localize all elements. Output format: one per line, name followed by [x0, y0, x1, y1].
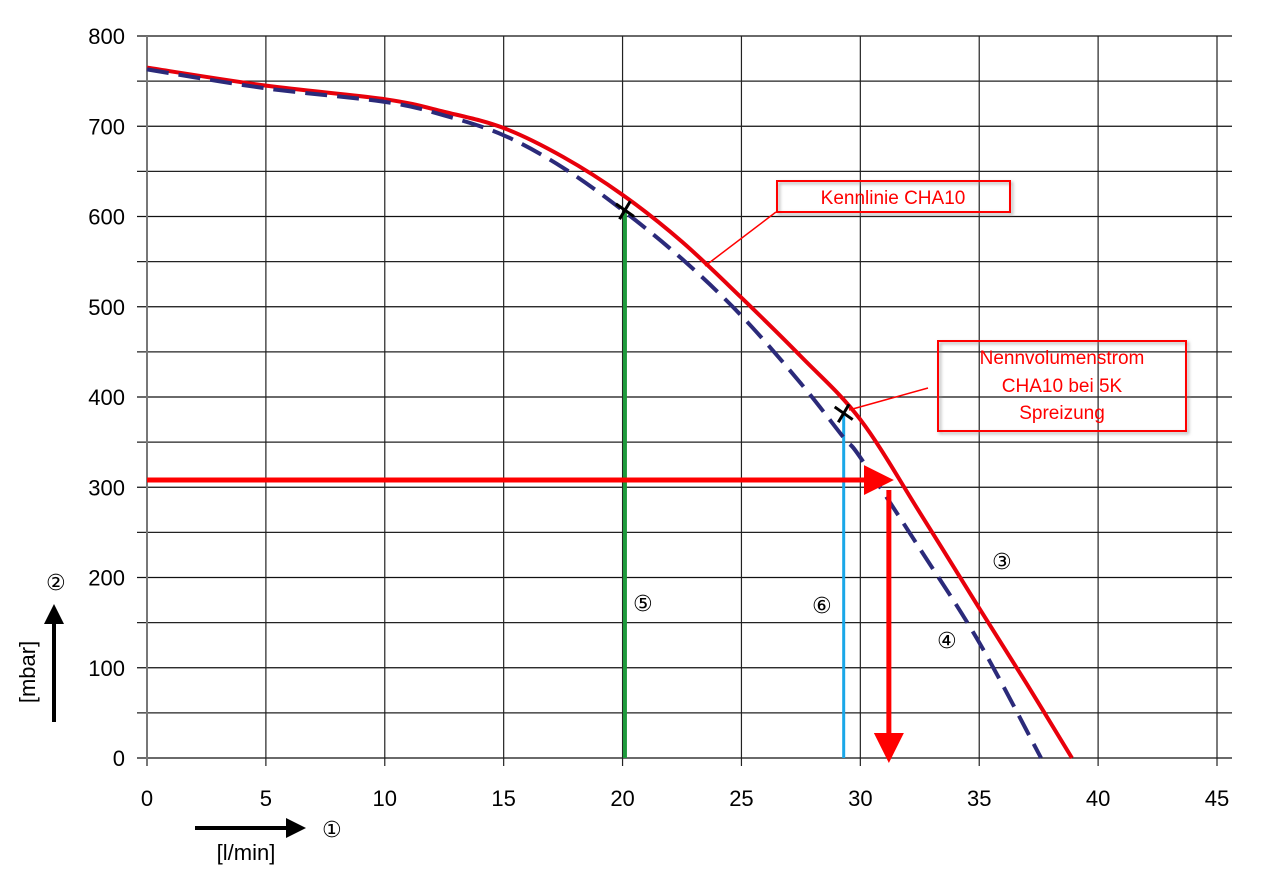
cross-stroke — [837, 403, 851, 424]
reference-lines — [622, 210, 846, 758]
callout-line-3: Spreizung — [1019, 403, 1105, 424]
series-anlagenkennlinie — [146, 67, 1043, 759]
reading-arrows — [147, 465, 904, 763]
x-tick-label: 20 — [610, 786, 634, 811]
x-axis-marker: ① — [322, 818, 342, 843]
y-axis-label: ② [mbar] — [15, 571, 66, 722]
callout-kennlinie: Kennlinie CHA10 — [704, 180, 1011, 267]
marker-5-label: ⑤ — [633, 592, 653, 617]
x-axis-title: [l/min] — [217, 840, 276, 865]
y-axis-marker: ② — [46, 571, 66, 596]
y-tick-label: 800 — [88, 24, 125, 49]
grid — [137, 35, 1232, 766]
x-tick-label: 30 — [848, 786, 872, 811]
x-tick-label: 10 — [373, 786, 397, 811]
y-tick-label: 300 — [88, 475, 125, 500]
y-tick-label: 600 — [88, 205, 125, 230]
marker-3-label: ③ — [992, 550, 1012, 575]
y-tick-label: 100 — [88, 656, 125, 681]
callout-nennvolumenstrom: Nennvolumenstrom CHA10 bei 5K Spreizung — [848, 340, 1187, 432]
callout-text: Kennlinie CHA10 — [821, 188, 966, 209]
x-tick-label: 0 — [141, 786, 153, 811]
cross-marker — [833, 403, 854, 424]
x-tick-label: 5 — [260, 786, 272, 811]
y-tick-label: 200 — [88, 566, 125, 591]
y-axis-title: [mbar] — [15, 641, 40, 703]
tick-labels: 0 5 10 15 20 25 30 35 40 45 0 100 200 300 400 500 600 700… — [88, 24, 1229, 811]
cross-marker — [615, 200, 635, 220]
x-tick-label: 15 — [491, 786, 515, 811]
callout-line-2: CHA10 bei 5K — [1002, 376, 1123, 397]
callout-leader — [848, 387, 929, 411]
marker-4-label: ④ — [937, 629, 957, 654]
x-tick-label: 40 — [1086, 786, 1110, 811]
x-tick-label: 35 — [967, 786, 991, 811]
callout-line-1: Nennvolumenstrom — [980, 348, 1145, 369]
callout-box — [776, 180, 1011, 213]
cross-markers — [615, 200, 854, 424]
callout-box — [937, 340, 1187, 432]
x-tick-label: 45 — [1205, 786, 1229, 811]
x-axis-label: ① [l/min] — [195, 818, 342, 865]
y-tick-label: 500 — [88, 295, 125, 320]
curves — [146, 65, 1074, 760]
y-tick-label: 400 — [88, 385, 125, 410]
x-tick-label: 25 — [729, 786, 753, 811]
marker-6-label: ⑥ — [812, 594, 832, 619]
y-tick-label: 700 — [88, 114, 125, 139]
y-tick-label: 0 — [113, 746, 125, 771]
series-kennlinie-cha10 — [146, 65, 1074, 760]
callout-leader — [704, 211, 777, 267]
cross-stroke — [618, 200, 632, 220]
